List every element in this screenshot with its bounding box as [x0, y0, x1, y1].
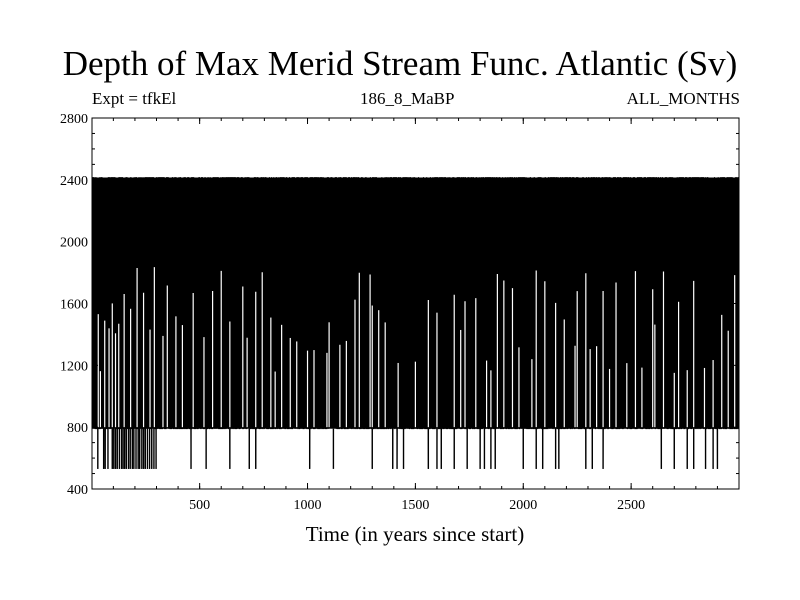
y-tick-label: 1600	[60, 298, 88, 313]
y-tick-label: 2800	[60, 112, 88, 127]
chart-title: Depth of Max Merid Stream Func. Atlantic…	[62, 44, 738, 83]
series-layer	[91, 177, 739, 469]
y-tick-label: 800	[67, 421, 88, 436]
series-line	[91, 177, 739, 469]
axes-layer: 400 800 1200 1600 2000 2400 2800 500 1000 1500 200…	[60, 112, 739, 513]
y-tick-label: 2400	[60, 174, 88, 189]
x-tick-label: 2000	[509, 498, 537, 513]
y-tick-label: 400	[67, 483, 88, 498]
x-tick-label: 2500	[617, 498, 645, 513]
x-tick-label: 500	[189, 498, 210, 513]
x-tick-label: 1000	[294, 498, 322, 513]
x-axis-label: Time (in years since start)	[306, 522, 525, 546]
y-tick-label: 1200	[60, 359, 88, 374]
x-tick-label: 1500	[401, 498, 429, 513]
y-tick-label: 2000	[60, 236, 88, 251]
period-label: 186_8_MaBP	[360, 89, 455, 108]
experiment-label: Expt = tfkEl	[92, 89, 177, 108]
months-label: ALL_MONTHS	[626, 89, 740, 108]
